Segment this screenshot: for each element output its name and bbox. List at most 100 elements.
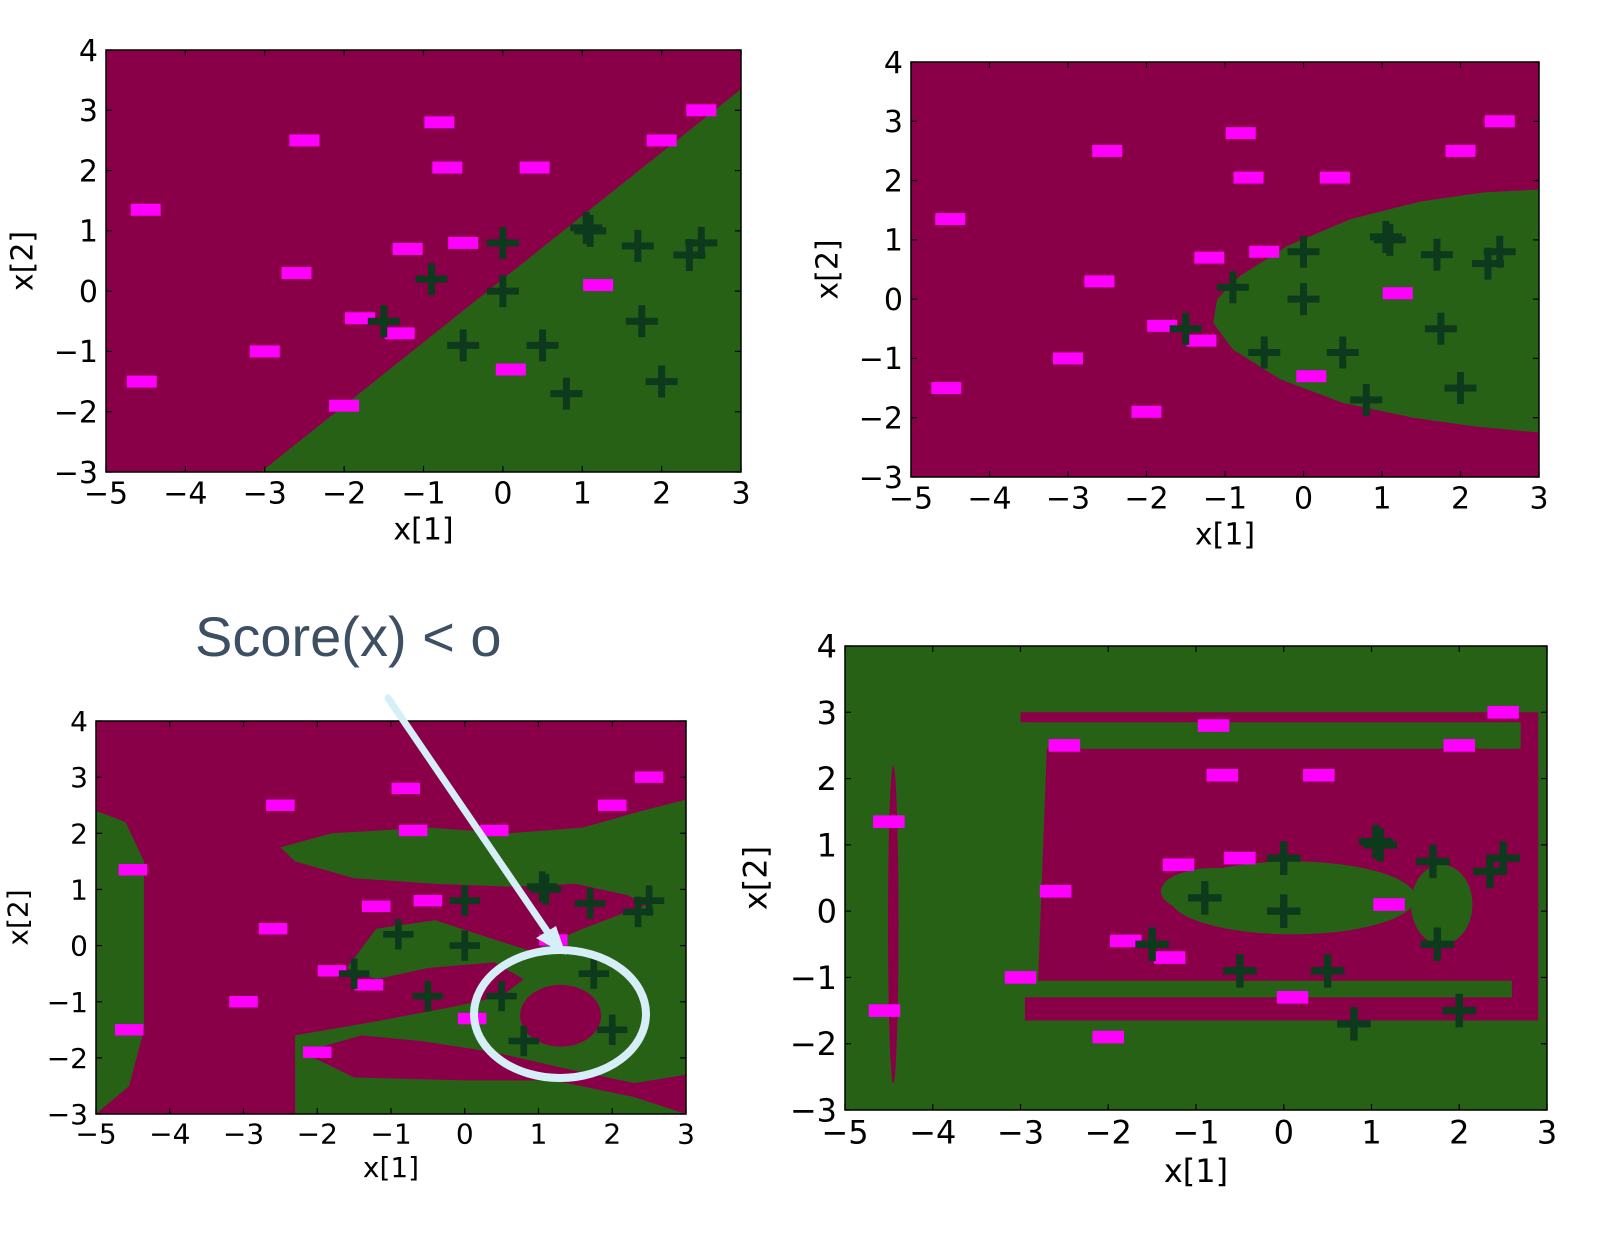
- x-tick-label: 3: [1537, 1114, 1557, 1152]
- positive-point: [1135, 927, 1169, 962]
- negative-point: [1162, 858, 1195, 872]
- positive-point: [1473, 854, 1507, 889]
- y-tick-label: −3: [54, 456, 98, 491]
- positive-point: [383, 919, 414, 950]
- x-tick-label: −5: [889, 482, 933, 517]
- negative-point: [1147, 319, 1178, 332]
- region-1: [260, 89, 741, 472]
- negative-point: [1373, 898, 1405, 911]
- negative-point: [329, 399, 360, 412]
- negative-point: [317, 965, 347, 977]
- x-tick-label: 0: [493, 477, 512, 512]
- y-tick-label: −2: [790, 1025, 837, 1063]
- x-tick-label: 2: [652, 477, 671, 512]
- negative-point: [413, 894, 443, 907]
- x-axis-label: x[1]: [393, 513, 453, 548]
- positive-point: [1248, 336, 1281, 369]
- positive-point: [508, 1025, 539, 1057]
- positive-point: [526, 329, 559, 362]
- region-island-3: [1160, 868, 1267, 915]
- y-tick-label: −1: [47, 986, 88, 1019]
- y-tick-label: −1: [54, 335, 98, 370]
- negative-point: [1445, 144, 1476, 157]
- positive-point: [1420, 927, 1455, 962]
- negative-point: [480, 824, 509, 837]
- y-axis-label: x[2]: [811, 239, 846, 299]
- region-2: [280, 799, 686, 924]
- x-tick-label: 3: [731, 477, 750, 512]
- negative-point: [1249, 245, 1280, 258]
- negative-point: [1131, 405, 1162, 418]
- negative-point: [432, 161, 463, 174]
- x-tick-label: −5: [84, 477, 128, 512]
- negative-point: [303, 1046, 332, 1058]
- negative-point: [384, 327, 415, 340]
- negative-point: [583, 279, 614, 292]
- positive-point: [578, 958, 610, 989]
- x-axis-label: x[1]: [1164, 1152, 1228, 1190]
- y-tick-label: 0: [79, 275, 98, 310]
- y-tick-label: 3: [70, 761, 88, 794]
- y-tick-label: −2: [54, 396, 98, 431]
- negative-point: [424, 116, 455, 129]
- positive-point: [1223, 954, 1257, 988]
- x-tick-label: 2: [1449, 1114, 1469, 1152]
- x-tick-label: −1: [1172, 1114, 1219, 1152]
- negative-point: [229, 996, 258, 1008]
- negative-point: [1303, 768, 1335, 782]
- x-tick-label: −5: [75, 1117, 116, 1150]
- positive-point: [1287, 235, 1320, 268]
- x-tick-label: −1: [370, 1117, 411, 1150]
- positive-point: [486, 980, 517, 1012]
- negative-point: [1276, 991, 1309, 1004]
- positive-point: [1266, 894, 1301, 928]
- negative-point: [1048, 739, 1081, 752]
- negative-point: [646, 134, 677, 147]
- x-tick-label: 3: [677, 1117, 695, 1150]
- positive-point: [1337, 1007, 1371, 1041]
- y-tick-label: −3: [790, 1092, 837, 1130]
- y-tick-label: −1: [859, 342, 903, 377]
- positive-point: [530, 874, 562, 905]
- negative-point: [448, 236, 479, 249]
- negative-point: [345, 312, 375, 325]
- negative-point: [391, 782, 420, 795]
- y-tick-label: −2: [859, 402, 903, 437]
- y-tick-label: 1: [884, 224, 903, 259]
- positive-point: [486, 275, 519, 308]
- positive-point: [486, 226, 519, 259]
- negative-point: [114, 1024, 144, 1036]
- x-tick-label: −4: [149, 1117, 190, 1150]
- panel-3: −5 −4 −3 −2 −1 0 1 2 3 −3 −2 −1 0 1 2 3 4 x[1] x[2]: [1, 705, 695, 1184]
- positive-point: [1266, 841, 1301, 875]
- callout-annotation: [384, 694, 650, 1082]
- negative-point: [1206, 768, 1239, 782]
- negative-point: [1197, 719, 1230, 732]
- x-tick-label: 3: [1529, 482, 1548, 517]
- negative-point: [1092, 144, 1123, 157]
- y-tick-label: 4: [70, 705, 88, 738]
- positive-point: [447, 329, 480, 362]
- negative-point: [1443, 739, 1475, 752]
- x-tick-label: −3: [243, 477, 287, 512]
- positive-point: [1416, 844, 1450, 879]
- positive-point: [1442, 993, 1477, 1028]
- negative-point: [519, 161, 550, 174]
- positive-point: [1424, 312, 1457, 345]
- panel-1: −5 −4 −3 −2 −1 0 1 2 3 −3 −2 −1 0 1 2 3 4 x[1] x[2]: [6, 34, 751, 548]
- y-tick-label: 3: [884, 105, 903, 140]
- positive-point: [574, 888, 606, 919]
- x-tick-label: −2: [1124, 482, 1168, 517]
- y-axis-label: x[2]: [6, 231, 41, 291]
- positive-point: [1287, 283, 1320, 316]
- x-tick-label: −3: [1046, 482, 1090, 517]
- x-tick-label: 0: [1294, 482, 1313, 517]
- y-axis-label: x[2]: [737, 846, 775, 910]
- negative-point: [1225, 127, 1256, 140]
- negative-point: [868, 1004, 901, 1017]
- y-tick-label: 2: [70, 817, 88, 850]
- positive-point: [625, 305, 658, 338]
- negative-point: [1487, 705, 1519, 719]
- y-tick-label: 1: [79, 215, 98, 250]
- x-tick-label: 1: [573, 477, 592, 512]
